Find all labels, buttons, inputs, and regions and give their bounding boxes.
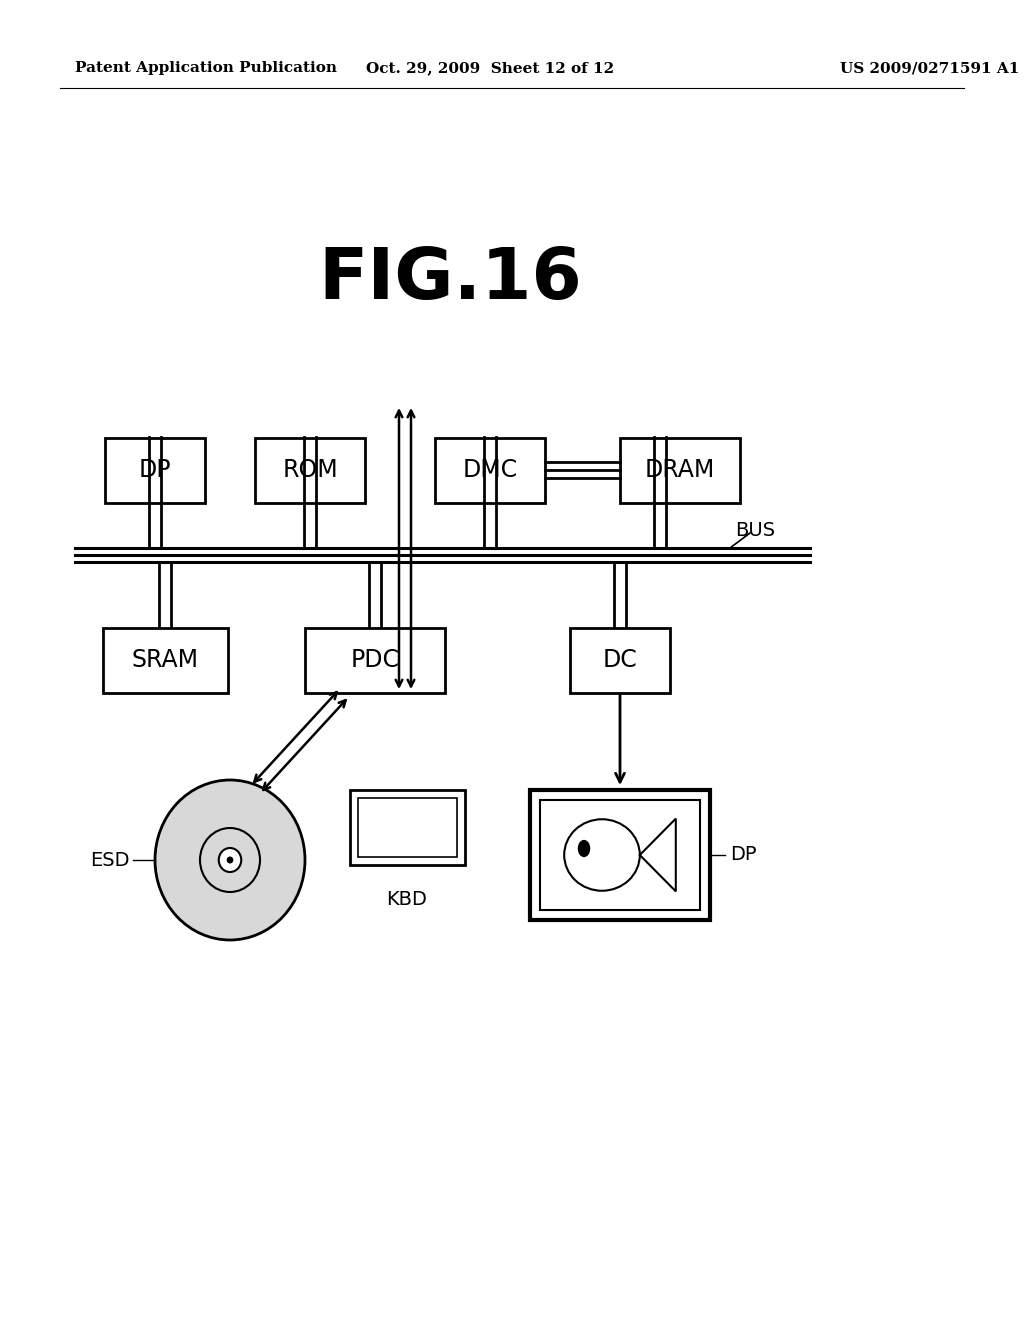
Ellipse shape	[227, 857, 232, 863]
Text: KBD: KBD	[387, 890, 427, 909]
Bar	[540, 800, 700, 909]
Text: FIG.16: FIG.16	[318, 246, 583, 314]
Bar	[105, 437, 205, 503]
Text: DMC: DMC	[463, 458, 517, 482]
Ellipse shape	[200, 828, 260, 892]
Polygon shape	[640, 818, 676, 891]
Bar	[255, 437, 365, 503]
Text: ESD: ESD	[90, 850, 130, 870]
Text: US 2009/0271591 A1: US 2009/0271591 A1	[840, 61, 1019, 75]
Text: DP: DP	[138, 458, 171, 482]
Text: Oct. 29, 2009  Sheet 12 of 12: Oct. 29, 2009 Sheet 12 of 12	[366, 61, 614, 75]
Bar	[530, 789, 710, 920]
Bar	[435, 437, 545, 503]
Bar	[305, 627, 445, 693]
Text: BUS: BUS	[735, 520, 775, 540]
Bar	[102, 627, 227, 693]
Text: Patent Application Publication: Patent Application Publication	[75, 61, 337, 75]
Text: DC: DC	[603, 648, 637, 672]
Text: SRAM: SRAM	[131, 648, 199, 672]
Text: DP: DP	[730, 846, 757, 865]
Ellipse shape	[564, 820, 640, 891]
Ellipse shape	[155, 780, 305, 940]
Bar	[358, 799, 457, 857]
Ellipse shape	[579, 841, 590, 857]
Ellipse shape	[219, 847, 242, 873]
Bar	[620, 437, 740, 503]
Text: ROM: ROM	[283, 458, 338, 482]
Text: PDC: PDC	[350, 648, 399, 672]
Text: DRAM: DRAM	[645, 458, 715, 482]
Bar	[350, 789, 465, 865]
Bar	[570, 627, 670, 693]
